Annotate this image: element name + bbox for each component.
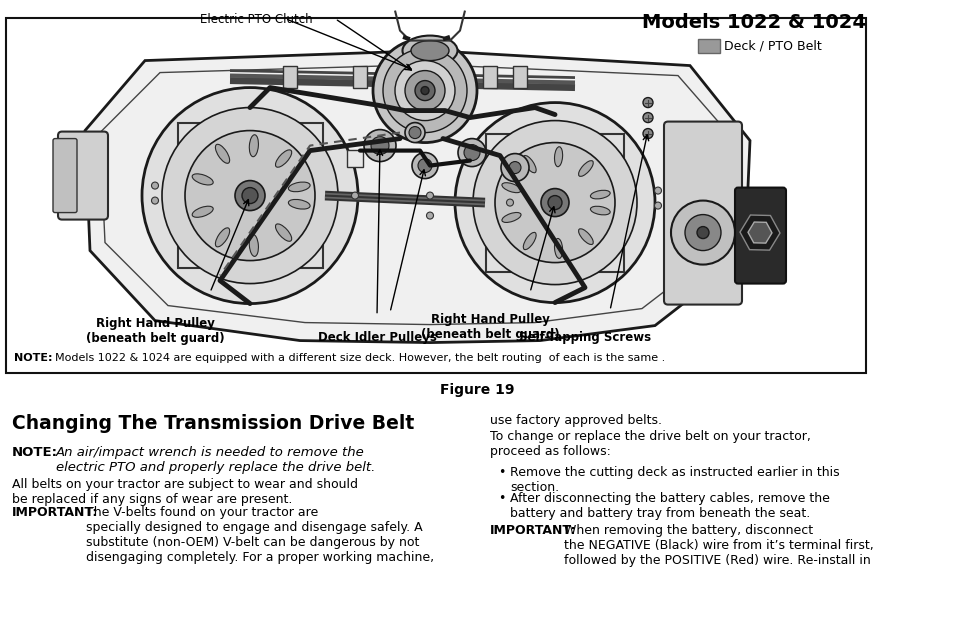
FancyBboxPatch shape [663, 122, 741, 304]
Circle shape [506, 199, 513, 206]
Circle shape [495, 142, 615, 263]
Circle shape [373, 38, 476, 142]
Text: An air/impact wrench is needed to remove the
electric PTO and properly replace t: An air/impact wrench is needed to remove… [56, 446, 375, 474]
Circle shape [417, 159, 432, 173]
Circle shape [670, 200, 734, 265]
Text: Changing The Transmission Drive Belt: Changing The Transmission Drive Belt [12, 415, 414, 433]
Circle shape [415, 81, 435, 101]
Circle shape [426, 212, 433, 219]
Circle shape [409, 127, 420, 139]
Circle shape [382, 49, 467, 132]
Circle shape [509, 161, 520, 174]
Text: use factory approved belts.: use factory approved belts. [490, 415, 661, 427]
Text: Models 1022 & 1024: Models 1022 & 1024 [641, 13, 865, 32]
Circle shape [351, 192, 358, 199]
Circle shape [242, 188, 257, 203]
Bar [283, 66, 296, 88]
Bar [485, 134, 623, 272]
Circle shape [234, 181, 265, 210]
Text: All belts on your tractor are subject to wear and should
be replaced if any sign: All belts on your tractor are subject to… [12, 478, 357, 507]
Circle shape [371, 137, 389, 154]
Circle shape [152, 197, 158, 204]
Text: •: • [497, 466, 505, 479]
Ellipse shape [249, 234, 258, 256]
Text: NOTE:: NOTE: [14, 353, 52, 363]
Circle shape [457, 139, 485, 166]
Text: Models 1022 & 1024 are equipped with a different size deck. However, the belt ro: Models 1022 & 1024 are equipped with a d… [55, 353, 664, 363]
Text: NOTE:: NOTE: [12, 446, 58, 459]
Ellipse shape [192, 174, 213, 185]
Circle shape [162, 108, 337, 284]
Ellipse shape [215, 228, 230, 247]
Ellipse shape [501, 183, 520, 193]
Ellipse shape [554, 239, 562, 258]
Circle shape [405, 71, 444, 111]
Circle shape [185, 130, 314, 261]
Circle shape [152, 182, 158, 189]
Text: Remove the cutting deck as instructed earlier in this
section.: Remove the cutting deck as instructed ea… [510, 466, 839, 495]
Text: When removing the battery, disconnect
the NEGATIVE (Black) wire from it’s termin: When removing the battery, disconnect th… [563, 524, 873, 567]
Ellipse shape [411, 40, 449, 60]
Circle shape [426, 192, 433, 199]
Circle shape [405, 123, 424, 142]
Ellipse shape [590, 190, 610, 199]
Ellipse shape [501, 212, 520, 222]
Ellipse shape [523, 232, 536, 249]
Bar [417, 66, 432, 88]
Circle shape [642, 129, 652, 139]
Bar [482, 66, 497, 88]
Circle shape [684, 215, 720, 251]
Text: •: • [497, 492, 505, 505]
FancyBboxPatch shape [53, 139, 77, 212]
Bar [698, 38, 720, 52]
Text: Deck / PTO Belt: Deck / PTO Belt [723, 39, 821, 52]
Ellipse shape [578, 161, 593, 176]
Ellipse shape [554, 147, 562, 167]
Ellipse shape [402, 35, 457, 66]
Circle shape [547, 195, 561, 210]
Ellipse shape [275, 224, 292, 241]
Ellipse shape [192, 206, 213, 217]
Circle shape [473, 120, 637, 285]
Text: After disconnecting the battery cables, remove the
battery and battery tray from: After disconnecting the battery cables, … [510, 492, 829, 520]
Bar [178, 123, 323, 268]
Text: To change or replace the drive belt on your tractor,
proceed as follows:: To change or replace the drive belt on y… [490, 430, 810, 458]
Circle shape [364, 130, 395, 161]
Ellipse shape [275, 150, 292, 167]
Circle shape [540, 188, 568, 217]
Bar [353, 66, 367, 88]
Text: Figure 19: Figure 19 [439, 384, 514, 398]
Circle shape [654, 202, 660, 209]
Ellipse shape [578, 229, 593, 244]
Text: IMPORTANT:: IMPORTANT: [490, 524, 576, 537]
Ellipse shape [215, 144, 230, 163]
Circle shape [412, 152, 437, 178]
Circle shape [642, 113, 652, 123]
Circle shape [654, 187, 660, 194]
Bar [513, 66, 526, 88]
Circle shape [142, 88, 357, 304]
Text: Deck Idler Pulleys: Deck Idler Pulleys [317, 331, 436, 343]
FancyBboxPatch shape [734, 188, 785, 284]
Circle shape [463, 144, 479, 161]
Text: Electric PTO Clutch: Electric PTO Clutch [200, 13, 313, 26]
Ellipse shape [590, 206, 610, 215]
Text: Self-Tapping Screws: Self-Tapping Screws [518, 331, 650, 343]
Circle shape [642, 98, 652, 108]
Ellipse shape [288, 182, 310, 192]
Ellipse shape [523, 156, 536, 173]
FancyBboxPatch shape [58, 132, 108, 220]
Ellipse shape [288, 200, 310, 209]
Circle shape [500, 154, 529, 181]
Polygon shape [85, 50, 749, 343]
Text: Right Hand Pulley
(beneath belt guard): Right Hand Pulley (beneath belt guard) [420, 312, 558, 341]
Ellipse shape [249, 135, 258, 157]
Circle shape [395, 60, 455, 120]
Text: IMPORTANT:: IMPORTANT: [12, 506, 98, 519]
Circle shape [420, 86, 429, 94]
Circle shape [697, 227, 708, 239]
Text: Right Hand Pulley
(beneath belt guard): Right Hand Pulley (beneath belt guard) [86, 316, 224, 345]
Circle shape [455, 103, 655, 302]
Text: The V-belts found on your tractor are
specially designed to engage and disengage: The V-belts found on your tractor are sp… [86, 506, 434, 564]
